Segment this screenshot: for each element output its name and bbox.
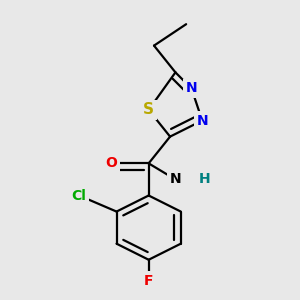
Text: O: O <box>105 156 117 170</box>
Text: S: S <box>143 102 154 117</box>
Text: Cl: Cl <box>72 188 86 203</box>
Text: N: N <box>169 172 181 186</box>
Text: N: N <box>196 114 208 128</box>
Text: F: F <box>144 274 153 288</box>
Text: H: H <box>199 172 211 186</box>
Text: N: N <box>186 81 197 95</box>
